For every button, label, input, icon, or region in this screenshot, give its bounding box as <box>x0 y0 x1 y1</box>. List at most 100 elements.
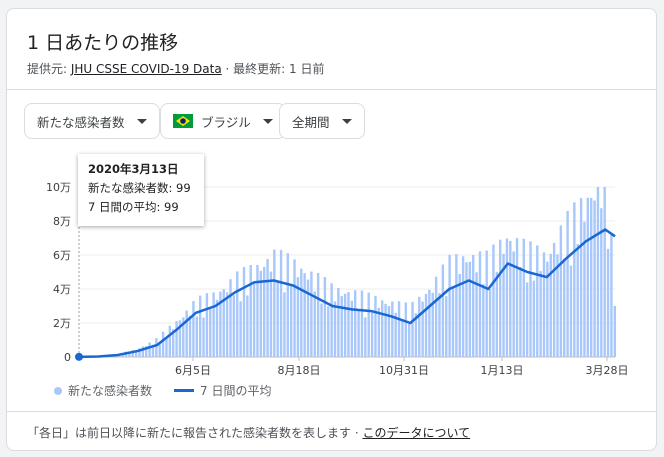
chart-tooltip: 2020年3月13日 新たな感染者数: 99 7 日間の平均: 99 <box>78 154 204 226</box>
daily-case-bar <box>327 306 330 357</box>
daily-case-bar <box>401 320 404 357</box>
daily-case-bar <box>273 249 276 357</box>
daily-case-bar <box>472 254 475 357</box>
country-dropdown[interactable]: ブラジル <box>160 103 286 139</box>
daily-case-bar <box>525 282 529 357</box>
daily-case-bar <box>451 286 455 357</box>
daily-case-bar <box>323 277 327 357</box>
daily-case-bar <box>418 296 421 357</box>
daily-case-bar <box>522 238 525 357</box>
daily-case-bar <box>485 250 488 357</box>
source-link[interactable]: JHU CSSE COVID-19 Data <box>70 62 222 76</box>
footer-text: 「各日」は前日以降に新たに報告された感染者数を表します · <box>27 426 363 440</box>
daily-case-bar <box>202 317 205 357</box>
daily-case-bar <box>161 331 165 357</box>
daily-case-bar <box>252 283 256 357</box>
daily-case-bar <box>586 197 590 357</box>
daily-case-bar <box>279 249 283 357</box>
y-tick-label: 6万 <box>53 249 71 262</box>
daily-case-bar <box>360 290 364 357</box>
daily-case-bar <box>590 198 593 357</box>
daily-case-bar <box>465 262 468 357</box>
daily-case-bar <box>569 265 573 357</box>
daily-case-bar <box>246 295 249 357</box>
metric-label: 新たな感染者数 <box>37 114 125 130</box>
daily-case-bar <box>303 273 306 357</box>
daily-case-bar <box>488 289 492 357</box>
daily-case-bar <box>330 283 333 357</box>
daily-case-bar <box>424 293 428 357</box>
daily-case-bar <box>236 271 239 357</box>
daily-case-bar <box>377 307 381 357</box>
legend-bar-swatch <box>54 386 62 395</box>
chevron-down-icon <box>136 118 147 124</box>
divider <box>7 89 656 90</box>
daily-case-bar <box>374 295 377 357</box>
daily-case-bar <box>498 239 502 357</box>
daily-case-bar <box>397 301 401 357</box>
daily-case-bar <box>610 235 613 357</box>
legend-line-swatch <box>174 389 195 392</box>
daily-case-bar <box>239 301 242 357</box>
daily-case-bar <box>178 320 182 357</box>
daily-case-bar <box>283 292 286 357</box>
source-prefix: 提供元: <box>27 62 71 76</box>
chevron-down-icon <box>262 118 273 124</box>
daily-case-bar <box>357 309 360 357</box>
y-tick-label: 8万 <box>53 215 71 228</box>
country-label: ブラジル <box>201 114 251 130</box>
daily-case-bar <box>492 244 495 357</box>
last-updated: · 最終更新: 1 日前 <box>221 62 325 76</box>
daily-case-bar <box>370 312 374 357</box>
daily-case-bar <box>407 322 411 357</box>
daily-case-bar <box>134 350 138 357</box>
footer-note: 「各日」は前日以降に新たに報告された感染者数を表します · このデータについて <box>27 424 470 441</box>
daily-case-bar <box>546 261 549 357</box>
daily-case-bar <box>128 352 131 357</box>
daily-case-bar <box>579 198 583 357</box>
daily-case-bar <box>367 292 370 357</box>
daily-case-bar <box>468 261 472 357</box>
daily-case-bar <box>519 266 522 357</box>
daily-case-bar <box>198 295 202 357</box>
daily-case-bar <box>563 258 566 357</box>
seven-day-average-line <box>78 228 616 359</box>
about-data-link[interactable]: このデータについて <box>362 426 471 440</box>
daily-case-bar <box>175 321 178 357</box>
daily-case-bar <box>552 242 556 357</box>
x-tick-label: 8月18日 <box>278 364 321 377</box>
daily-case-bar <box>171 329 175 357</box>
daily-case-bar <box>340 296 343 357</box>
daily-case-bar <box>384 303 387 357</box>
y-tick-label: 2万 <box>53 317 71 330</box>
daily-case-bar <box>414 313 418 357</box>
y-tick-label: 4万 <box>53 283 71 296</box>
period-dropdown[interactable]: 全期間 <box>279 103 365 139</box>
daily-case-bar <box>249 265 252 357</box>
daily-case-bar <box>141 346 145 357</box>
daily-case-bar <box>529 241 532 357</box>
chevron-down-icon <box>341 118 352 124</box>
daily-case-bar <box>505 238 509 357</box>
tooltip-average: 7 日間の平均: 99 <box>88 200 179 214</box>
daily-case-bar <box>205 293 209 357</box>
divider <box>7 411 656 412</box>
daily-case-bar <box>155 338 158 357</box>
daily-case-bar <box>438 293 441 357</box>
daily-case-bar <box>320 303 323 357</box>
legend-line-label: 7 日間の平均 <box>200 384 272 398</box>
daily-case-bar <box>347 292 350 357</box>
daily-case-bar <box>391 301 394 357</box>
daily-case-bar <box>138 348 141 357</box>
daily-case-bar <box>306 279 310 357</box>
daily-case-bar <box>387 306 391 357</box>
chart-legend: 新たな感染者数 7 日間の平均 <box>54 382 271 399</box>
daily-case-bar <box>549 253 552 357</box>
daily-case-bar <box>364 317 367 357</box>
metric-dropdown[interactable]: 新たな感染者数 <box>24 103 160 139</box>
daily-case-bar <box>289 283 293 357</box>
daily-case-bar <box>532 280 536 357</box>
tooltip-date: 2020年3月13日 <box>88 162 179 176</box>
daily-case-bar <box>222 289 225 357</box>
x-tick-label: 6月5日 <box>175 364 211 377</box>
